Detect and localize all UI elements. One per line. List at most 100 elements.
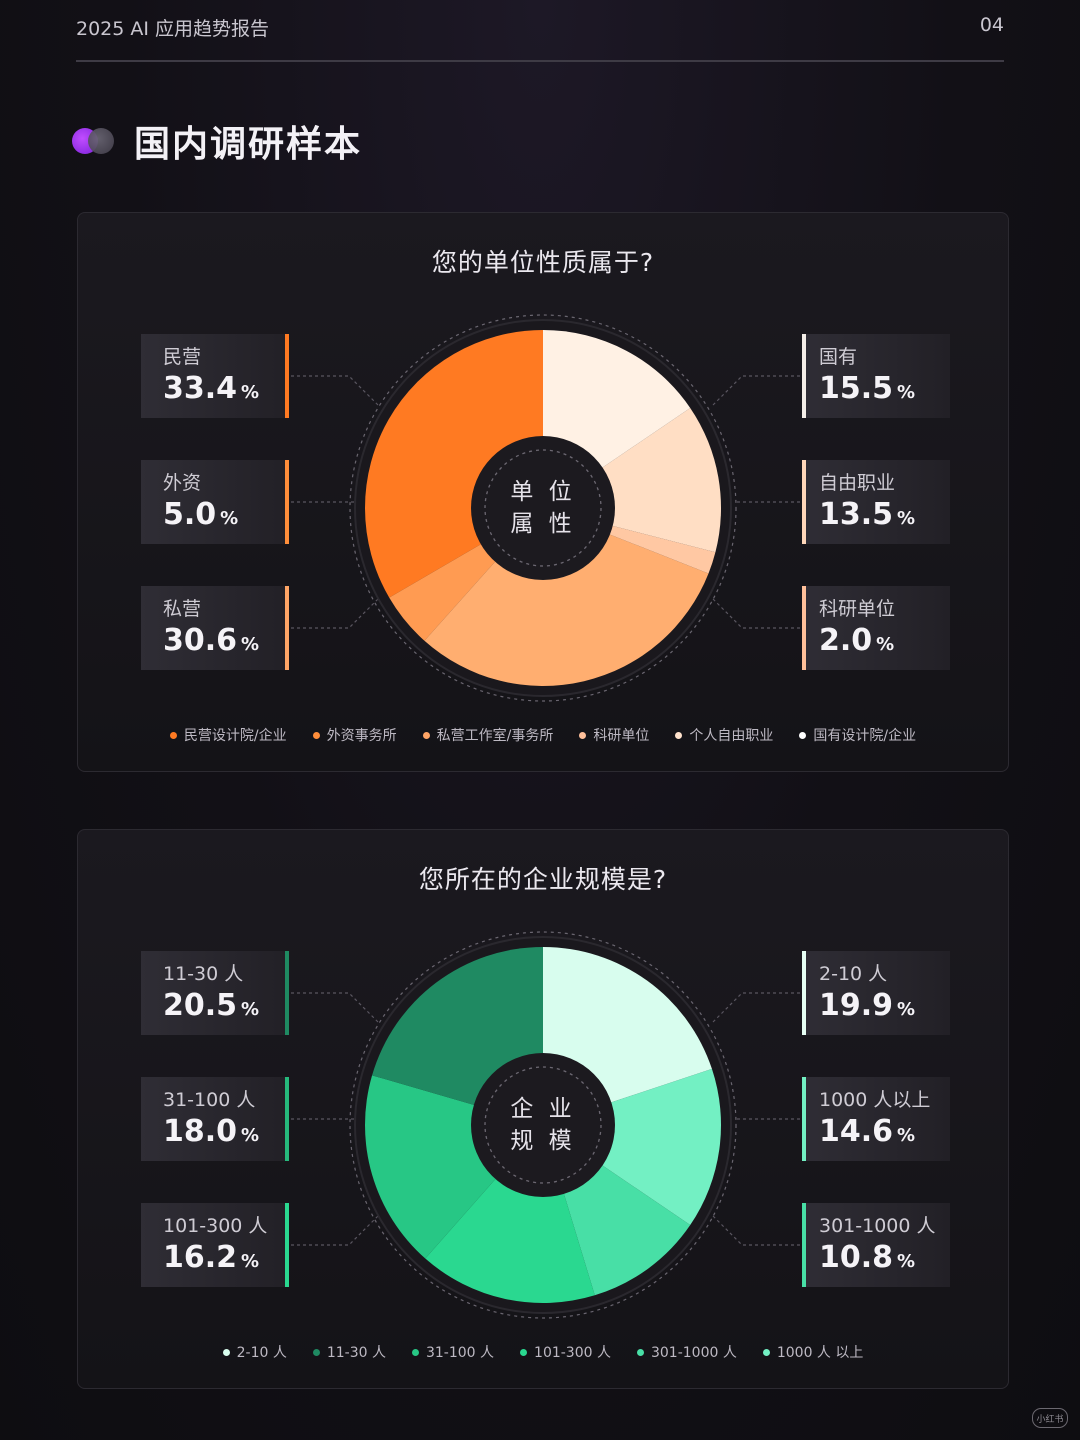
stat-callout: 31-100 人 18.0%	[141, 1077, 289, 1161]
legend-item: 民营设计院/企业	[169, 725, 287, 745]
page-number: 04	[979, 14, 1004, 36]
donut-hub-dashed	[484, 449, 602, 567]
callout-number: 10.8	[819, 1240, 894, 1275]
callout-unit: %	[220, 508, 239, 529]
pie-slice: 1000 人以上 14.6%	[543, 1068, 722, 1226]
donut-hub	[471, 1053, 615, 1197]
callout-accent-bar	[285, 1077, 289, 1161]
report-title: 2025 AI 应用趋势报告	[76, 18, 270, 40]
pie-slice: 私营工作室/事务所 30.6%	[424, 508, 709, 687]
callout-unit: %	[241, 634, 260, 655]
callout-label: 科研单位	[819, 598, 896, 620]
callout-accent-bar	[285, 460, 289, 544]
callout-label: 国有	[819, 346, 858, 368]
callout-accent-bar	[285, 586, 289, 670]
center-label-line: 属 性	[510, 511, 576, 537]
legend-item: 外资事务所	[312, 725, 397, 745]
donut-chart: 2-10 人 19.9%1000 人以上 14.6%301-1000 人 10.…	[348, 930, 738, 1320]
stat-callout: 外资 5.0%	[141, 460, 289, 544]
donut-svg: 2-10 人 19.9%1000 人以上 14.6%301-1000 人 10.…	[349, 931, 737, 1319]
legend-dot-icon	[312, 1348, 320, 1356]
callout-unit: %	[897, 382, 916, 403]
callout-accent-bar	[802, 460, 806, 544]
stat-callout: 私营 30.6%	[141, 586, 289, 670]
legend-item: 1000 人 以上	[762, 1342, 864, 1362]
legend-label: 31-100 人	[425, 1345, 495, 1361]
legend-dot-icon	[520, 1348, 528, 1356]
callout-value: 18.0%	[163, 1114, 289, 1149]
callout-number: 30.6	[163, 623, 238, 658]
callout-value: 5.0%	[163, 497, 289, 532]
legend-item: 2-10 人	[222, 1342, 287, 1362]
legend-item: 301-1000 人	[636, 1342, 737, 1362]
callout-value: 16.2%	[163, 1240, 289, 1275]
overlapping-circles-icon	[72, 126, 118, 156]
callout-value: 10.8%	[819, 1240, 950, 1275]
legend-dot-icon	[222, 1348, 230, 1356]
section-title: 国内调研样本	[134, 124, 363, 165]
watermark-logo: 小红书	[1032, 1408, 1068, 1428]
callout-label: 11-30 人	[163, 963, 244, 985]
callout-label: 2-10 人	[819, 963, 888, 985]
callout-accent-bar	[802, 1203, 806, 1287]
callout-label: 私营	[163, 598, 202, 620]
callout-value: 13.5%	[819, 497, 950, 532]
legend-label: 科研单位	[593, 728, 650, 744]
legend-item: 101-300 人	[520, 1342, 611, 1362]
donut-hub-dashed	[484, 1066, 602, 1184]
callout-accent-bar	[285, 1203, 289, 1287]
legend-item: 国有设计院/企业	[799, 725, 916, 745]
stat-callout: 101-300 人 16.2%	[141, 1203, 289, 1287]
legend-dot-icon	[675, 731, 683, 739]
callout-accent-bar	[802, 586, 806, 670]
stat-callout: 国有 15.5%	[802, 334, 950, 418]
legend-dot-icon	[762, 1348, 770, 1356]
stat-callout: 301-1000 人 10.8%	[802, 1203, 950, 1287]
callout-number: 5.0	[163, 497, 217, 532]
legend-label: 国有设计院/企业	[813, 728, 917, 744]
stat-callout: 11-30 人 20.5%	[141, 951, 289, 1035]
donut-center-label: 单 位 属 性	[493, 458, 593, 558]
callout-unit: %	[897, 508, 916, 529]
legend-item: 私营工作室/事务所	[422, 725, 554, 745]
stat-callout: 自由职业 13.5%	[802, 460, 950, 544]
legend-dot-icon	[169, 731, 177, 739]
chart-card-company-size: 您所在的企业规模是? 2-10 人 19.9%1000 人以上 14.6%301…	[77, 829, 1009, 1389]
donut-dashed-border	[349, 314, 737, 702]
legend-label: 301-1000 人	[650, 1345, 737, 1361]
callout-accent-bar	[802, 334, 806, 418]
callout-unit: %	[897, 1251, 916, 1272]
section-heading: 国内调研样本	[72, 116, 362, 166]
donut-svg: 民营设计院/企业 33.4%外资事务所 5%私营工作室/事务所 30.6%科研单…	[349, 314, 737, 702]
legend-dot-icon	[636, 1348, 644, 1356]
center-label-line: 规 模	[510, 1128, 576, 1154]
callout-label: 301-1000 人	[819, 1215, 936, 1237]
callout-label: 外资	[163, 472, 202, 494]
legend-item: 31-100 人	[411, 1342, 495, 1362]
legend-dot-icon	[579, 731, 587, 739]
legend-label: 11-30 人	[326, 1345, 386, 1361]
callout-value: 19.9%	[819, 988, 950, 1023]
callout-label: 民营	[163, 346, 202, 368]
legend-dot-icon	[422, 731, 430, 739]
callout-accent-bar	[285, 951, 289, 1035]
legend-label: 个人自由职业	[689, 728, 774, 744]
legend-label: 1000 人 以上	[776, 1345, 864, 1361]
callout-value: 20.5%	[163, 988, 289, 1023]
stat-callout: 2-10 人 19.9%	[802, 951, 950, 1035]
callout-number: 2.0	[819, 623, 873, 658]
legend-item: 科研单位	[579, 725, 649, 745]
callout-label: 31-100 人	[163, 1089, 256, 1111]
callout-value: 30.6%	[163, 623, 289, 658]
donut-hub	[471, 436, 615, 580]
stat-callout: 民营 33.4%	[141, 334, 289, 418]
callout-unit: %	[897, 1125, 916, 1146]
legend-label: 私营工作室/事务所	[436, 728, 554, 744]
callout-unit: %	[241, 999, 260, 1020]
chart-legend: 2-10 人 11-30 人 31-100 人 101-300 人 301-1000 人…	[78, 1342, 1008, 1362]
chart-legend: 民营设计院/企业 外资事务所 私营工作室/事务所 科研单位 个人自由职业 国有设计院/企业	[78, 725, 1008, 745]
callout-value: 14.6%	[819, 1114, 950, 1149]
legend-item: 个人自由职业	[675, 725, 773, 745]
callout-unit: %	[241, 1125, 260, 1146]
callout-number: 33.4	[163, 371, 238, 406]
